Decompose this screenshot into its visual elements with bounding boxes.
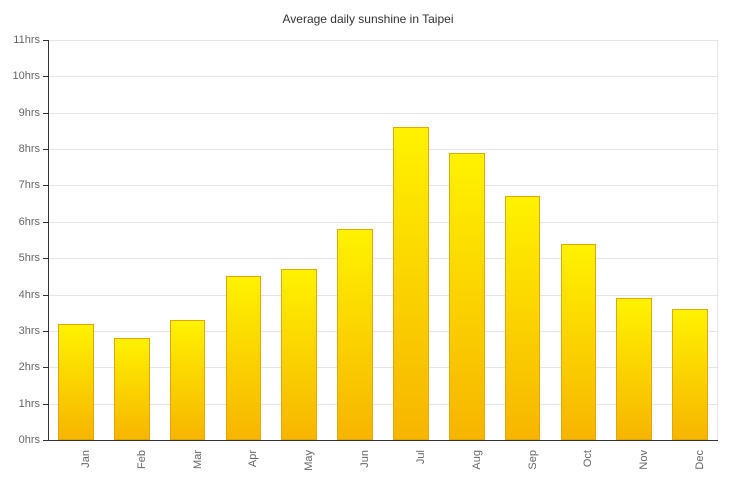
chart-title: Average daily sunshine in Taipei	[0, 12, 736, 26]
y-axis-line	[48, 40, 49, 440]
bar-apr	[226, 276, 262, 440]
y-tick-mark	[43, 149, 48, 150]
x-tick-label: Aug	[471, 450, 483, 470]
gridline	[48, 113, 718, 114]
gridline	[48, 295, 718, 296]
chart-root: Average daily sunshine in Taipei 0hrs 1hr…	[0, 0, 736, 500]
bar-jan	[58, 324, 94, 440]
x-tick-label: Apr	[247, 450, 259, 467]
y-tick-mark	[43, 258, 48, 259]
y-tick-mark	[43, 113, 48, 114]
bar-nov	[616, 298, 652, 440]
y-tick-label: 8hrs	[0, 143, 40, 155]
y-tick-label: 7hrs	[0, 179, 40, 191]
x-tick-label: Dec	[694, 450, 706, 470]
bar-aug	[449, 153, 485, 440]
x-axis-line	[48, 440, 718, 441]
x-tick-label: Oct	[582, 450, 594, 467]
plot-right-border	[717, 40, 718, 440]
y-tick-label: 4hrs	[0, 289, 40, 301]
y-tick-mark	[43, 404, 48, 405]
bar-oct	[561, 244, 597, 440]
y-tick-mark	[43, 367, 48, 368]
y-tick-label: 0hrs	[0, 434, 40, 446]
y-tick-label: 9hrs	[0, 107, 40, 119]
y-tick-mark	[43, 185, 48, 186]
y-tick-label: 1hrs	[0, 398, 40, 410]
gridline	[48, 222, 718, 223]
y-tick-mark	[43, 440, 48, 441]
y-tick-mark	[43, 222, 48, 223]
bar-jun	[337, 229, 373, 440]
bar-feb	[114, 338, 150, 440]
y-tick-label: 2hrs	[0, 361, 40, 373]
y-tick-label: 10hrs	[0, 70, 40, 82]
y-tick-label: 6hrs	[0, 216, 40, 228]
y-tick-mark	[43, 295, 48, 296]
y-tick-label: 11hrs	[0, 34, 40, 46]
bar-jul	[393, 127, 429, 440]
x-tick-label: May	[303, 450, 315, 471]
y-tick-mark	[43, 331, 48, 332]
x-tick-label: Mar	[192, 450, 204, 469]
plot-area	[48, 40, 718, 440]
x-tick-label: Sep	[527, 450, 539, 470]
gridline	[48, 76, 718, 77]
bar-sep	[505, 196, 541, 440]
bar-mar	[170, 320, 206, 440]
y-tick-mark	[43, 76, 48, 77]
x-tick-label: Nov	[638, 450, 650, 470]
gridline	[48, 40, 718, 41]
bar-may	[281, 269, 317, 440]
y-tick-mark	[43, 40, 48, 41]
gridline	[48, 185, 718, 186]
y-tick-label: 5hrs	[0, 252, 40, 264]
gridline	[48, 258, 718, 259]
x-tick-label: Jul	[415, 450, 427, 464]
x-tick-label: Feb	[136, 450, 148, 469]
x-tick-label: Jan	[80, 450, 92, 468]
y-tick-label: 3hrs	[0, 325, 40, 337]
bar-dec	[672, 309, 708, 440]
x-tick-label: Jun	[359, 450, 371, 468]
gridline	[48, 149, 718, 150]
